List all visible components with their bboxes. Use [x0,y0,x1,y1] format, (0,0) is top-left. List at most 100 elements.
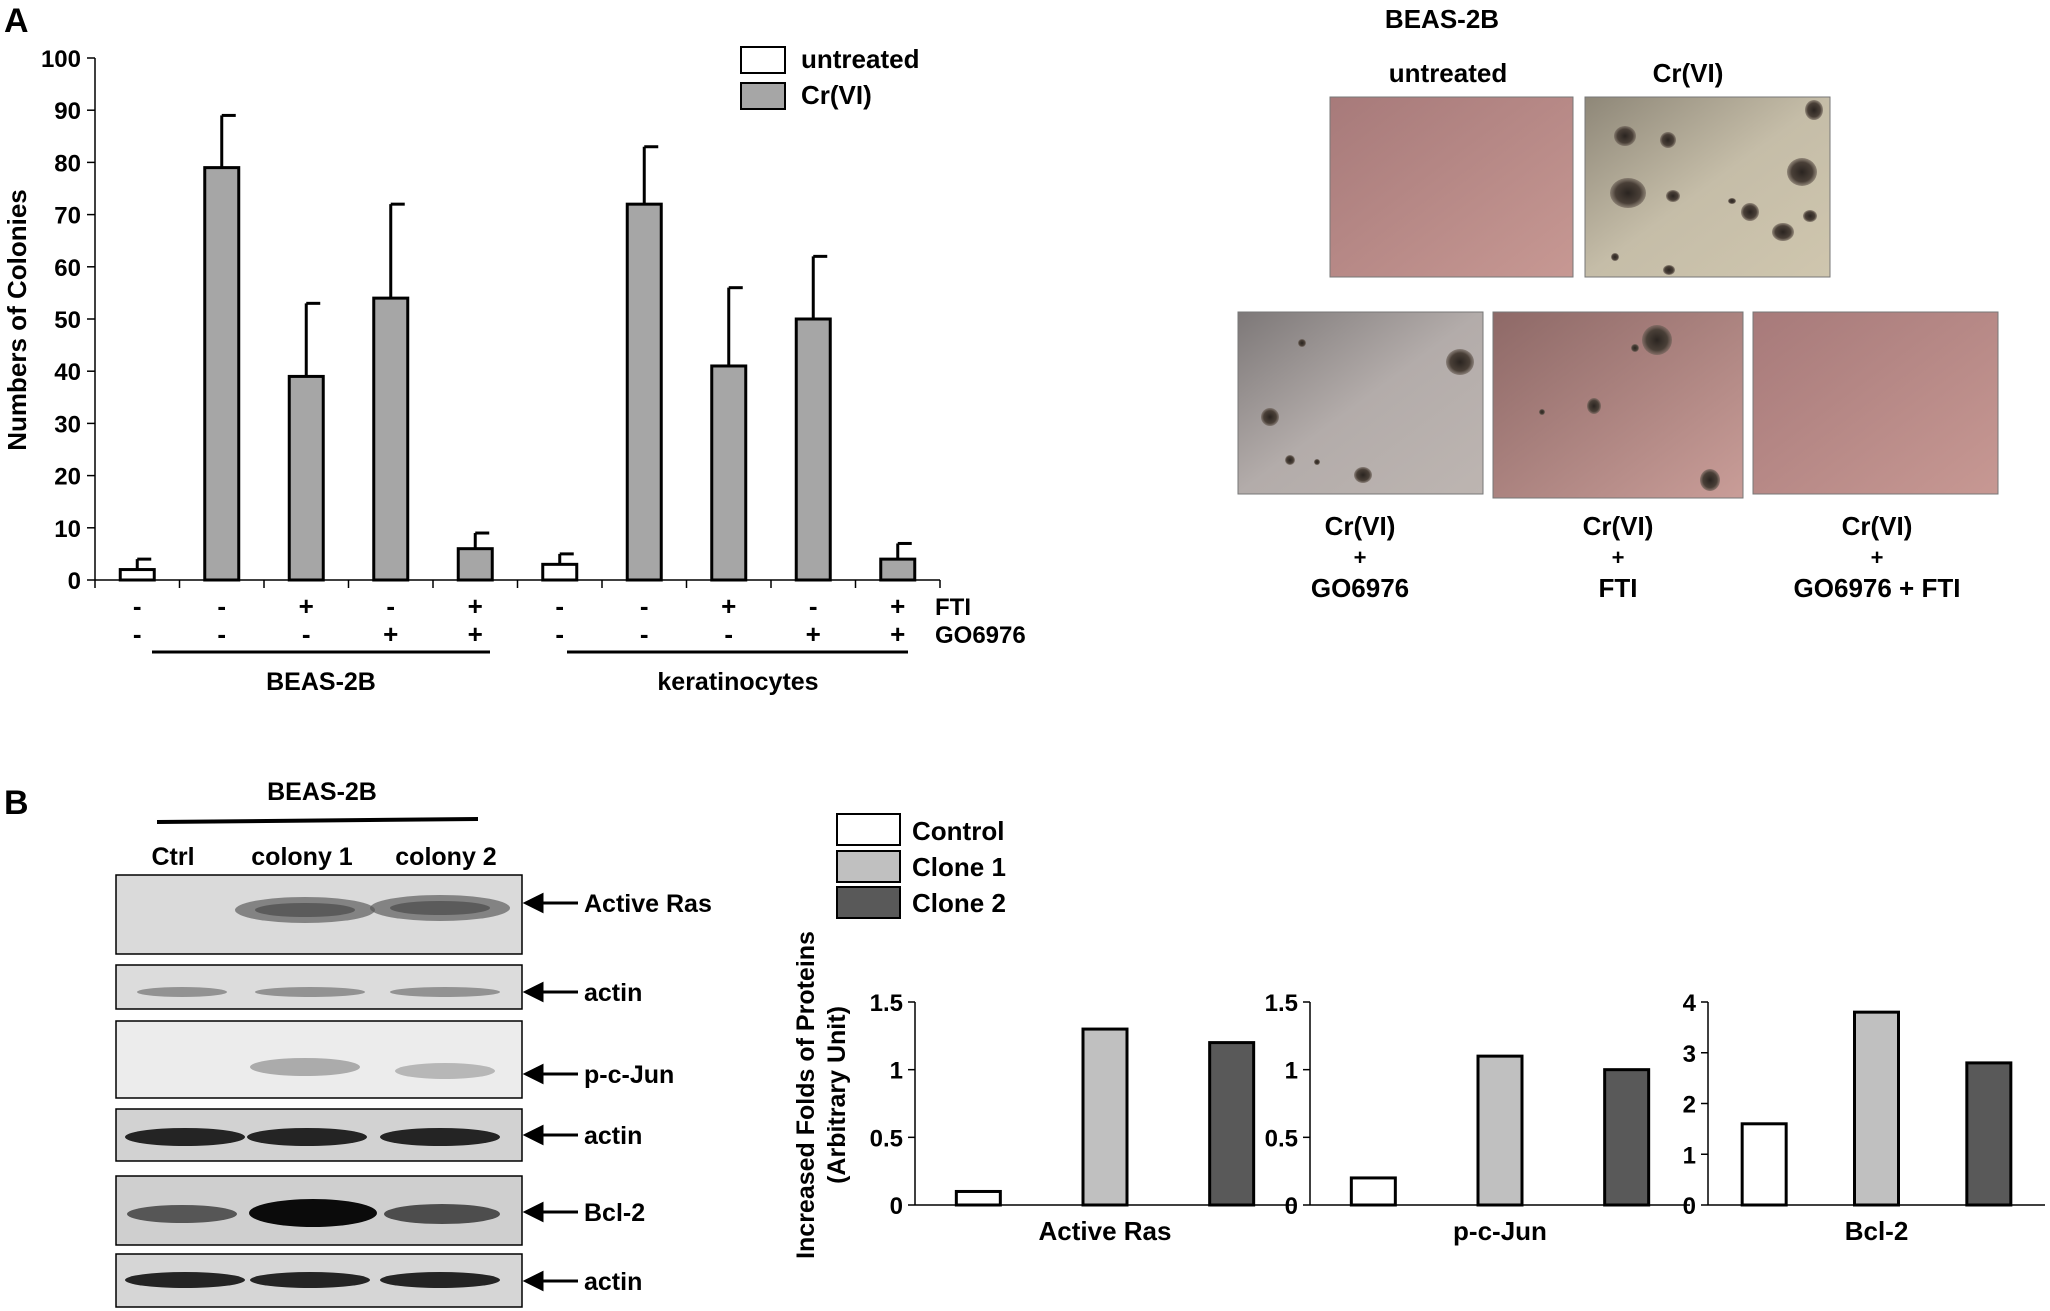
band-label-bcl-2: Bcl-2 [584,1199,645,1227]
quant-bar-clone1 [1853,1010,1900,1207]
y-tick-label: 90 [54,98,81,125]
legend-swatch-clone2 [836,886,901,919]
quant-y-tick-label: 1 [890,1058,903,1085]
row-label-fti: FTI [935,594,971,621]
quant-y-tick-label: 0.5 [1265,1125,1298,1152]
legend-swatch-crvi [740,82,786,110]
quant-bar-clone1 [1081,1027,1129,1207]
micro-bottom-1-line3: GO6976 [1311,573,1409,603]
quant-x-label: p-c-Jun [1453,1216,1547,1246]
quant-y-tick-label: 1.5 [870,990,903,1017]
quant-bar-control [954,1189,1002,1207]
bar-crvi [710,364,748,582]
go6976-sign: + [890,619,905,649]
fti-sign: - [386,591,395,621]
micro-bottom-3-line3: GO6976 + FTI [1794,573,1961,603]
quant-y-tick-label: 0 [890,1193,903,1220]
band-label-actin-1: actin [584,979,642,1007]
blot-p-c-jun [115,1020,523,1099]
quant-chart-active-ras: 0 0.5 1 1.5 Active Ras [870,990,1295,1246]
micro-bottom-1-line1: Cr(VI) [1325,511,1396,541]
y-tick-label: 60 [54,255,81,282]
bar-crvi [203,166,241,582]
y-tick-label: 50 [54,307,81,334]
legend-swatch-control [836,813,901,846]
western-blot: BEAS-2B Ctrl colony 1 colony 2 [115,778,712,1308]
bar-untreated [118,568,156,582]
fti-sign: - [217,591,226,621]
quant-y-tick-label: 1.5 [1265,990,1298,1017]
quant-y-label-line2: (Arbitrary Unit) [823,1006,851,1184]
go6976-sign: - [133,619,142,649]
quant-y-tick-label: 1 [1285,1058,1298,1085]
go6976-sign: + [468,619,483,649]
micro-label-untreated: untreated [1389,58,1507,88]
colony-bar-chart: 0 10 20 30 40 50 60 70 80 90 100 Numbers of Coloni… [2,44,1026,696]
micrograph-crvi-go6976 [1237,311,1484,495]
y-tick-label: 10 [54,516,81,543]
bar-crvi [794,317,832,582]
go6976-sign: + [383,619,398,649]
micro-bottom-3-line2: + [1871,545,1884,570]
blot-actin-1 [115,964,523,1010]
bar-crvi [287,374,325,582]
micro-bottom-2-line2: + [1612,545,1625,570]
micrograph-crvi [1584,96,1831,278]
band-label-actin-2: actin [584,1122,642,1150]
fti-sign: + [468,591,483,621]
band-label-actin-3: actin [584,1268,642,1296]
fti-sign: - [809,591,818,621]
quant-bar-control [1740,1122,1788,1207]
y-tick-label: 40 [54,359,81,386]
panel-label-a: A [4,2,29,40]
legend-swatch-clone1 [836,850,901,883]
quant-bar-control [1349,1176,1397,1207]
band-label-active-ras: Active Ras [584,890,712,918]
fti-sign: + [890,591,905,621]
go6976-sign: - [724,619,733,649]
quant-x-label: Bcl-2 [1845,1216,1909,1246]
go6976-sign: - [640,619,649,649]
legend-label-clone1: Clone 1 [912,852,1006,882]
micro-bottom-1-line2: + [1354,545,1367,570]
band-label-p-c-jun: p-c-Jun [584,1061,674,1089]
y-tick-label: 20 [54,464,81,491]
y-tick-label: 70 [54,203,81,230]
quant-y-tick-label: 2 [1683,1092,1696,1119]
quant-chart-bcl-2: 0 1 2 3 4 Bcl-2 [1683,990,2045,1246]
blot-title-underline [156,817,479,824]
quant-y-tick-label: 0.5 [870,1125,903,1152]
bar-untreated [541,562,579,582]
quant-bar-clone2 [1208,1041,1256,1207]
micro-label-crvi: Cr(VI) [1653,58,1724,88]
quant-y-tick-label: 1 [1683,1142,1696,1169]
blot-actin-3 [115,1253,523,1308]
bar-crvi [372,296,410,582]
micrograph-crvi-go6976-fti [1752,311,1999,495]
lane-label-ctrl: Ctrl [151,843,194,871]
bar-crvi [879,557,917,582]
micro-bottom-2-line1: Cr(VI) [1583,511,1654,541]
blot-bcl-2 [115,1175,523,1246]
micro-bottom-3-line1: Cr(VI) [1842,511,1913,541]
quant-chart-p-c-jun: 0 0.5 1 1.5 p-c-Jun [1265,990,1690,1246]
row-label-go6976: GO6976 [935,622,1026,649]
blot-actin-2 [115,1108,523,1162]
panel-label-b: B [4,784,29,822]
micrograph-crvi-fti [1492,311,1744,499]
quantification-charts: Control Clone 1 Clone 2 Increased Folds … [792,813,2045,1259]
bar-crvi [625,202,663,582]
legend-label-untreated: untreated [801,44,919,74]
fti-sign: - [555,591,564,621]
y-tick-label: 80 [54,150,81,177]
legend-swatch-untreated [740,46,786,74]
lane-label-colony2: colony 2 [395,843,496,871]
y-axis-label: Numbers of Colonies [2,189,32,450]
fti-sign: - [133,591,142,621]
lane-label-colony1: colony 1 [251,843,353,871]
fti-sign: + [299,591,314,621]
quant-bar-clone2 [1965,1061,2013,1207]
quant-y-tick-label: 3 [1683,1041,1696,1068]
fti-sign: - [640,591,649,621]
micrograph-untreated [1329,96,1574,278]
